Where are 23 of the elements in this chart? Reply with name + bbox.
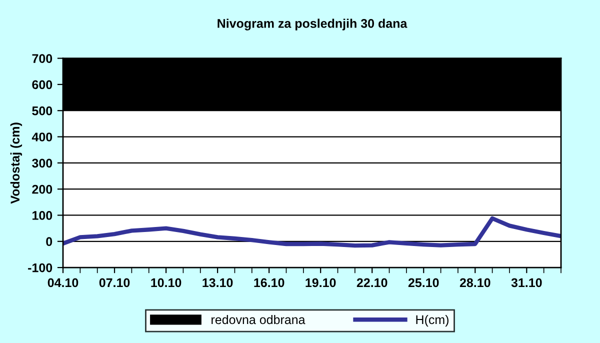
y-tick-label: 300 (32, 158, 52, 168)
legend-label: redovna odbrana (212, 314, 306, 324)
chart-title: Nivogram za poslednjih 30 dana (218, 18, 408, 30)
x-tick-label: 04.10 (48, 278, 78, 288)
x-tick-label: 25.10 (408, 278, 439, 288)
y-tick-label: 100 (32, 211, 52, 220)
y-axis-title: Vodostaj (cm) (10, 122, 22, 204)
x-tick-label: 31.10 (511, 278, 542, 288)
x-tick-label: 28.10 (460, 278, 490, 288)
x-tick-label: 07.10 (99, 278, 130, 288)
legend-label: H(cm) (416, 314, 448, 327)
y-tick-label: -100 (28, 263, 52, 272)
x-tick-label: 10.10 (151, 278, 182, 288)
x-tick-label: 16.10 (254, 278, 284, 288)
x-tick-label: 22.10 (356, 278, 388, 288)
y-tick-label: 400 (32, 132, 52, 142)
y-tick-label: 200 (32, 184, 52, 194)
y-tick-label: 600 (32, 80, 52, 90)
y-tick-label: 500 (32, 106, 52, 116)
y-tick-label: 700 (32, 54, 52, 63)
y-tick-label: 0 (46, 237, 52, 246)
x-tick-label: 13.10 (202, 278, 233, 288)
x-tick-label: 19.10 (306, 278, 336, 288)
